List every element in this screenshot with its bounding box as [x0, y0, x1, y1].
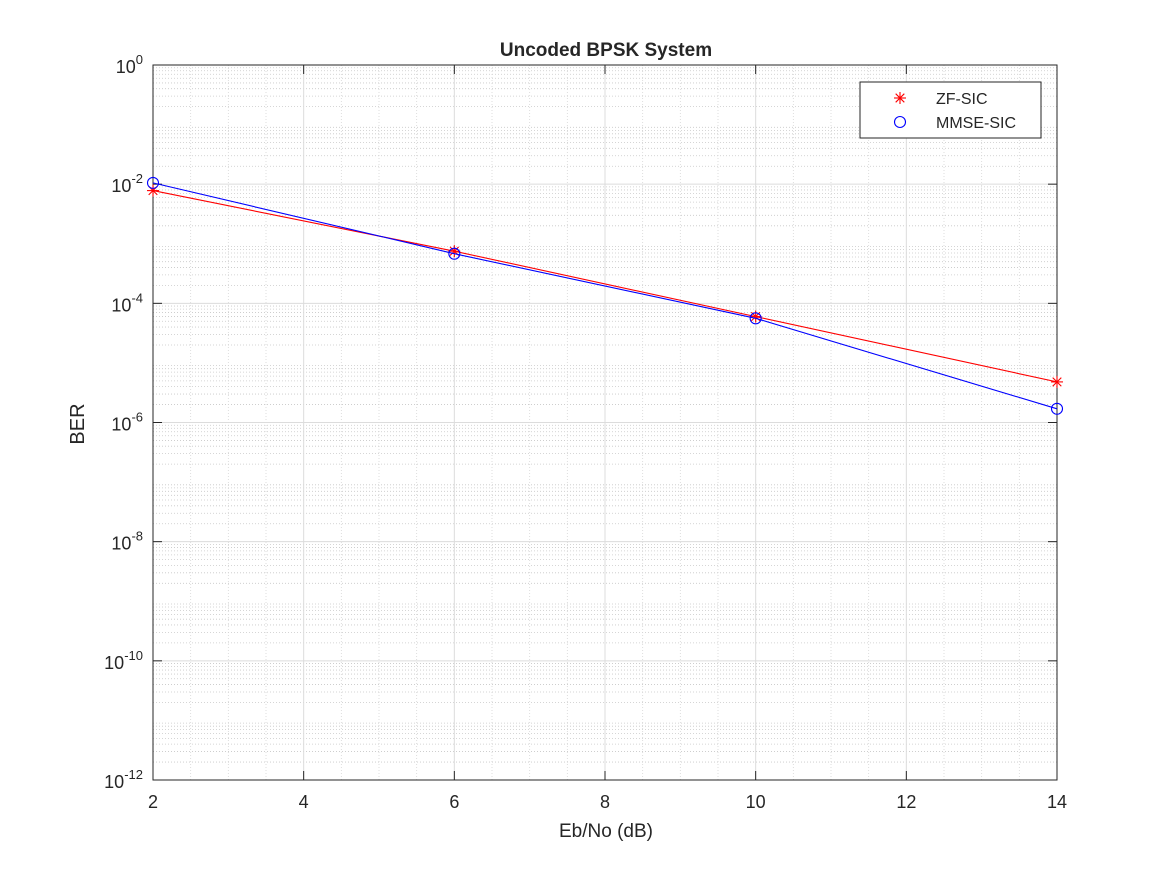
series-layer: [146, 176, 1064, 415]
data-point-mmse-sic: [1050, 402, 1064, 415]
y-tick-label: 10-4: [111, 290, 143, 315]
x-tick-label: 2: [148, 792, 158, 812]
x-tick-label: 6: [449, 792, 459, 812]
y-tick-label: 100: [116, 52, 143, 77]
x-tick-label: 10: [746, 792, 766, 812]
y-tick-label: 10-6: [111, 410, 143, 435]
y-tick-label: 10-2: [111, 171, 143, 196]
legend: ZF-SIC MMSE-SIC: [859, 81, 1042, 139]
legend-marker-zf-sic: [894, 92, 906, 104]
series-line-zf-sic: [152, 190, 1058, 383]
x-tick-label: 8: [600, 792, 610, 812]
x-tick-label: 14: [1047, 792, 1067, 812]
data-point-mmse-sic: [448, 247, 461, 260]
y-tick-label: 10-10: [104, 648, 143, 673]
data-point-mmse-sic: [146, 176, 160, 189]
data-point-zf-sic: [1051, 375, 1063, 388]
y-axis-label: BER: [67, 403, 89, 444]
data-point-zf-sic: [448, 245, 461, 258]
series-line-mmse-sic: [152, 182, 1058, 410]
x-tick-label: 12: [896, 792, 916, 812]
legend-label-zf-sic: ZF-SIC: [936, 91, 988, 108]
y-tick-label: 10-12: [104, 767, 143, 792]
x-axis-label: Eb/No (dB): [559, 821, 653, 842]
legend-marker-mmse-sic: [893, 115, 907, 129]
chart-title: Uncoded BPSK System: [500, 40, 712, 61]
axis-layer: 2 4 6 8 10 12 14 100 10-2 10-4 10-6 10-8 10-10 10-12: [104, 52, 1067, 812]
legend-label-mmse-sic: MMSE-SIC: [936, 115, 1016, 132]
x-tick-label: 4: [299, 792, 309, 812]
legend-box: [859, 81, 1042, 139]
data-point-mmse-sic: [749, 312, 762, 325]
y-tick-label: 10-8: [111, 529, 143, 554]
